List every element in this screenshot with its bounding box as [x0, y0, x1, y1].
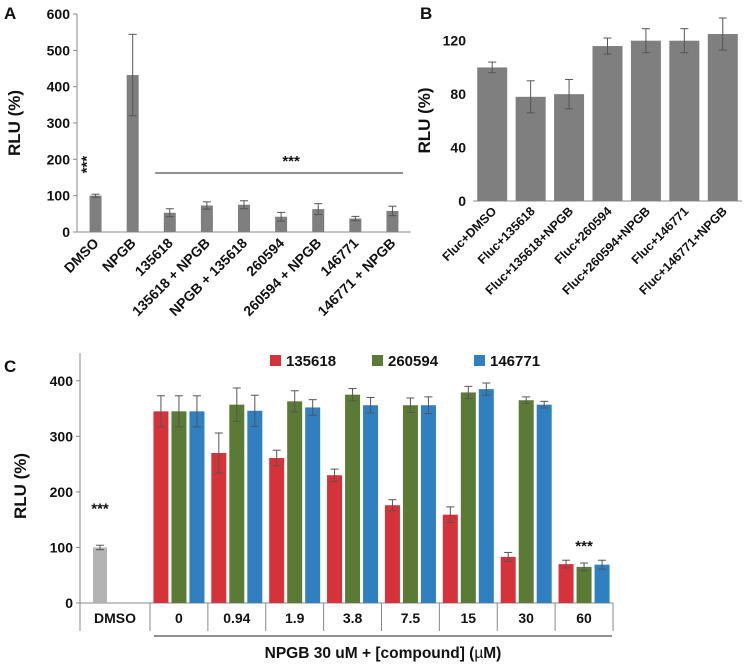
panel-a-bar	[89, 195, 102, 232]
panel-c-x-tick-label-dmso: DMSO	[94, 610, 136, 626]
panel-b-y-tick-label: 0	[458, 193, 466, 209]
panel-c-bar-146771	[478, 389, 494, 603]
panel-a-x-tick-label: DMSO	[61, 235, 102, 276]
panel-c-x-tick-label: 30	[518, 610, 534, 626]
panel-b-bar	[477, 67, 508, 201]
panel-b-bar	[630, 40, 661, 201]
panel-a-y-axis-label: RLU (%)	[5, 90, 24, 156]
panel-b-y-tick-label: 40	[450, 140, 466, 156]
panel-c-bar-146771	[363, 405, 379, 603]
panel-c-x-axis-label: NPGB 30 uM + [compound] (µM)	[265, 645, 502, 662]
panel-a-bar	[386, 210, 399, 232]
panel-c-significance-60: ***	[575, 538, 593, 555]
panel-c-legend-label-260594: 260594	[388, 353, 439, 370]
panel-c-x-tick-label: 1.9	[285, 610, 305, 626]
panel-c-bar-260594	[287, 401, 303, 603]
panel-c-bar-146771	[189, 411, 205, 603]
panel-c-bar-146771	[420, 405, 436, 603]
panel-a-bar	[126, 75, 139, 232]
panel-c-dmso-bar	[93, 547, 107, 603]
panel-c-bar-260594	[345, 394, 361, 603]
panel-c-x-tick-label: 15	[461, 610, 477, 626]
panel-c-bar-135618	[384, 505, 400, 603]
panel-a-y-tick-label: 400	[47, 79, 71, 95]
panel-a-bar	[275, 216, 288, 232]
panel-c-bar-135618	[211, 453, 227, 603]
panel-c-y-tick-label: 0	[65, 595, 73, 611]
panel-c-significance-dmso: ***	[91, 500, 109, 517]
panel-c-x-axis-label-part: µ	[474, 645, 483, 662]
panel-c-bar-135618	[153, 411, 169, 603]
panel-c-x-axis-label-part: M)	[483, 645, 501, 662]
panel-a-y-tick-label: 0	[62, 224, 70, 240]
panel-c-y-tick-label: 300	[50, 428, 74, 444]
panel-a-bar	[238, 204, 250, 232]
panel-c-bar-135618	[442, 514, 458, 603]
panel-b-bar	[707, 34, 738, 202]
panel-c-x-axis-label-part: NPGB 30 uM + [compound] (	[265, 645, 476, 662]
panel-c-bar-260594	[518, 400, 534, 603]
panel-a-y-tick-label: 100	[47, 188, 71, 204]
panel-a-y-tick-label: 300	[47, 115, 71, 131]
panel-c-bar-135618	[500, 556, 516, 603]
panel-c-legend-swatch-135618	[270, 355, 281, 366]
panel-c-legend-label-146771: 146771	[490, 353, 540, 370]
panel-b-y-tick-label: 80	[450, 86, 466, 102]
panel-c-bar-135618	[327, 475, 343, 603]
panel-c-x-tick-label: 0	[175, 610, 183, 626]
panel-c-bar-135618	[269, 458, 285, 603]
panel-a-label: A	[4, 4, 16, 23]
panel-c-bar-146771	[594, 564, 610, 603]
panel-c-x-tick-label: 7.5	[401, 610, 421, 626]
panel-c-bar-260594	[402, 405, 418, 603]
panel-b-bar	[592, 46, 623, 201]
panel-c-x-tick-label: 3.8	[343, 610, 363, 626]
panel-c-bar-260594	[171, 411, 187, 603]
panel-c-bar-260594	[460, 392, 476, 603]
panel-c-bar-260594	[576, 566, 592, 603]
panel-a-y-tick-label: 500	[47, 42, 71, 58]
panel-c-bar-146771	[247, 410, 263, 603]
panel-a-significance-dmso: ***	[79, 156, 96, 174]
panel-b-bar	[554, 94, 585, 201]
panel-a-y-tick-label: 200	[47, 151, 71, 167]
panel-a-bar	[349, 218, 362, 232]
panel-c-y-axis-label: RLU (%)	[11, 453, 30, 519]
panel-c-y-tick-label: 400	[50, 373, 74, 389]
panel-c-label: C	[4, 357, 16, 376]
panel-c-bar-260594	[229, 404, 245, 603]
panel-a-y-tick-label: 600	[47, 6, 71, 22]
panel-b-bar	[515, 96, 546, 201]
panel-a-bar	[200, 205, 213, 232]
panel-c-legend-swatch-146771	[474, 355, 485, 366]
panel-c-x-tick-label: 0.94	[223, 610, 250, 626]
panel-c-bar-146771	[305, 407, 321, 603]
panel-c-legend-label-135618: 135618	[286, 353, 336, 370]
panel-b-y-tick-label: 120	[443, 33, 467, 49]
panel-c-bar-146771	[536, 404, 552, 603]
panel-a-bar	[163, 212, 176, 232]
panel-c-y-tick-label: 200	[50, 484, 74, 500]
panel-b-bar	[669, 40, 700, 201]
panel-a-significance-compounds: ***	[282, 153, 300, 170]
panel-c-x-tick-label: 60	[576, 610, 592, 626]
panel-b-label: B	[420, 4, 432, 23]
panel-c-y-tick-label: 100	[50, 539, 74, 555]
panel-b-y-axis-label: RLU (%)	[415, 87, 434, 153]
panel-c-legend-swatch-260594	[372, 355, 383, 366]
panel-c-bar-135618	[558, 564, 574, 603]
